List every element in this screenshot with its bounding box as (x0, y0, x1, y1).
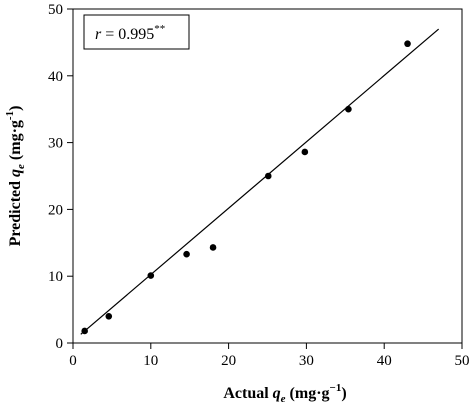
y-axis-title-unit: (mg·g (7, 120, 24, 164)
fit-line (80, 28, 440, 335)
x-axis-title-sub: e (281, 393, 286, 405)
y-axis-title-q: q (7, 169, 24, 177)
data-point (345, 105, 352, 113)
axis-ticks: 0 10 20 30 40 50 0 10 20 30 40 50 (48, 2, 470, 369)
x-axis-title-unit: (mg·g (286, 385, 330, 402)
y-axis-title-close: ) (7, 106, 24, 111)
correlation-annotation: r = 0.995** (83, 14, 190, 50)
x-tick-label: 20 (221, 353, 236, 369)
fit-line-group (80, 28, 440, 335)
x-tick-label: 30 (299, 353, 314, 369)
data-point (147, 272, 155, 279)
x-axis-title-exp: −1 (330, 382, 342, 394)
data-point (105, 312, 113, 320)
x-axis-title-close: ) (341, 385, 346, 402)
data-points (81, 40, 411, 335)
y-tick-label: 10 (48, 269, 63, 285)
y-axis-title-main: Predicted (7, 177, 24, 246)
y-tick-label: 0 (56, 336, 64, 352)
plot-area (72, 8, 463, 344)
annotation-significance: ** (154, 23, 165, 35)
data-point (183, 250, 190, 258)
y-tick-label: 20 (48, 202, 63, 218)
x-tick-label: 0 (69, 353, 77, 369)
data-point (264, 172, 272, 180)
y-tick-label: 30 (48, 136, 63, 152)
annotation-value: = 0.995 (101, 26, 154, 43)
x-axis-title: Actual qe (mg·g−1) (223, 382, 346, 405)
annotation-text: r = 0.995** (95, 23, 165, 43)
plot-frame (72, 8, 463, 344)
x-tick-label: 10 (143, 353, 158, 369)
data-point (301, 148, 309, 156)
y-axis-title: Predicted qe (mg·g-1) (4, 106, 27, 247)
x-tick-label: 50 (455, 353, 470, 369)
data-point (81, 327, 88, 335)
x-axis-title-main: Actual (223, 385, 272, 402)
y-axis-title-exp: -1 (4, 111, 16, 120)
y-tick-label: 50 (48, 2, 63, 18)
annotation-r: r (95, 26, 102, 43)
annotation-box (83, 14, 190, 50)
y-axis-title-sub: e (15, 164, 27, 169)
data-point (209, 244, 217, 251)
y-tick-label: 40 (48, 69, 63, 85)
x-tick-label: 40 (377, 353, 392, 369)
x-axis-title-q: q (273, 385, 281, 402)
data-point (404, 40, 411, 48)
